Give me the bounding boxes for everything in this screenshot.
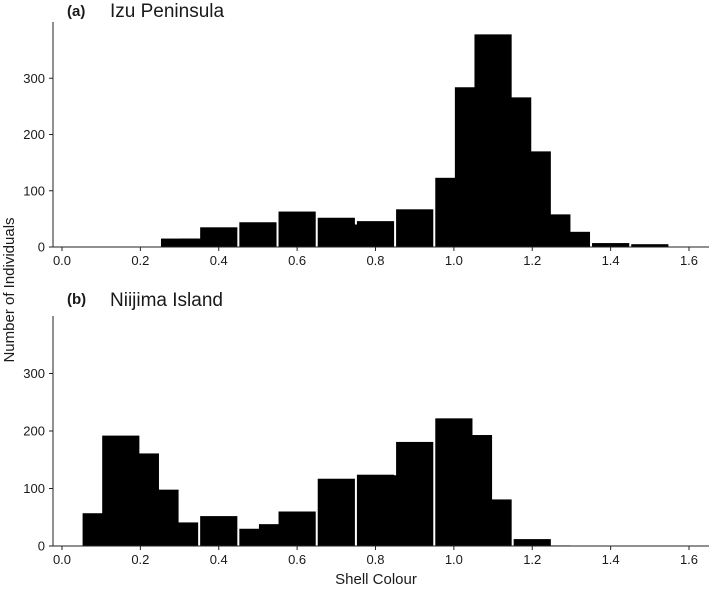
x-axis-title: Shell Colour (335, 571, 417, 588)
panel-b-x-tick-label-5: 1.0 (445, 552, 463, 567)
panel-a-x-tick-label-8: 1.6 (680, 253, 698, 268)
panel-a-label: (a) (67, 3, 85, 20)
panel-izu-peninsula: (a) Izu Peninsula 0 100 200 300 0.0 0.2 0.4 0.6… (23, 1, 709, 268)
panel-a-x-tick-label-4: 0.8 (366, 253, 384, 268)
panel-a-x-tick-label-7: 1.4 (602, 253, 620, 268)
panel-niijima-island: (b) Niijima Island 0 100 200 300 0.0 0.2 0.4 0.… (23, 290, 709, 567)
panel-b-bar-8 (278, 511, 316, 546)
panel-a-bar-0 (160, 238, 199, 247)
panel-a-x-tick-label-2: 0.4 (210, 253, 228, 268)
panel-a-title: Izu Peninsula (110, 1, 225, 22)
panel-b-y-tick-label-1: 100 (23, 481, 45, 496)
panel-a-bar-15 (552, 231, 591, 247)
panel-a-y-tick-label-1: 100 (23, 183, 45, 198)
panel-b-bar-4 (160, 522, 199, 546)
panel-a-bar-16 (592, 243, 630, 247)
panel-a-bars (160, 34, 669, 248)
panel-b-axes: 0 100 200 300 0.0 0.2 0.4 0.6 0.8 1.0 1.2 1.4 1.6 (23, 316, 709, 567)
panel-b-label: (b) (67, 291, 86, 308)
panel-a-bar-4 (278, 211, 316, 247)
panel-a-bar-3 (239, 222, 277, 247)
panel-b-x-tick-label-6: 1.2 (523, 552, 541, 567)
panel-b-x-tick-label-4: 0.8 (366, 552, 384, 567)
panel-a-x-tick-label-5: 1.0 (445, 253, 463, 268)
panel-b-bar-15 (474, 499, 512, 546)
panel-a-y-tick-label-3: 300 (23, 71, 45, 86)
panel-b-x-tick-label-0: 0.0 (53, 552, 71, 567)
panel-b-title: Niijima Island (110, 290, 223, 311)
panel-a-x-tick-label-6: 1.2 (523, 253, 541, 268)
panel-a-bar-2 (200, 227, 238, 247)
panel-b-y-tick-label-3: 300 (23, 366, 45, 381)
panel-a-bar-7 (356, 221, 395, 248)
panel-a-y-tick-label-2: 200 (23, 127, 45, 142)
panel-b-x-tick-label-7: 1.4 (602, 552, 620, 567)
panel-a-x-tick-label-0: 0.0 (53, 253, 71, 268)
panel-b-bar-12 (396, 441, 434, 546)
panel-b-y-tick-label-2: 200 (23, 424, 45, 439)
panel-b-x-tick-label-2: 0.4 (210, 552, 228, 567)
panel-b-bars (82, 418, 571, 546)
panel-b-x-tick-label-8: 1.6 (680, 552, 698, 567)
panel-a-x-tick-label-1: 0.2 (131, 253, 149, 268)
panel-a-x-tick-label-3: 0.6 (288, 253, 306, 268)
panel-a-bar-8 (396, 209, 434, 247)
panel-a-y-tick-label-0: 0 (38, 240, 45, 255)
panel-b-x-tick-label-3: 0.6 (288, 552, 306, 567)
panel-a-bar-1 (180, 238, 218, 247)
panel-b-y-tick-label-0: 0 (38, 539, 45, 554)
panel-a-axes: 0 100 200 300 0.0 0.2 0.4 0.6 0.8 1.0 1.2 1.4 1.6 (23, 22, 709, 268)
y-axis-title: Number of Individuals (1, 217, 18, 362)
panel-b-bar-16 (513, 539, 551, 546)
panel-b-bar-5 (200, 516, 238, 546)
panel-b-x-tick-label-1: 0.2 (131, 552, 149, 567)
panel-b-bar-9 (317, 478, 355, 546)
panel-a-bar-17 (631, 244, 669, 247)
